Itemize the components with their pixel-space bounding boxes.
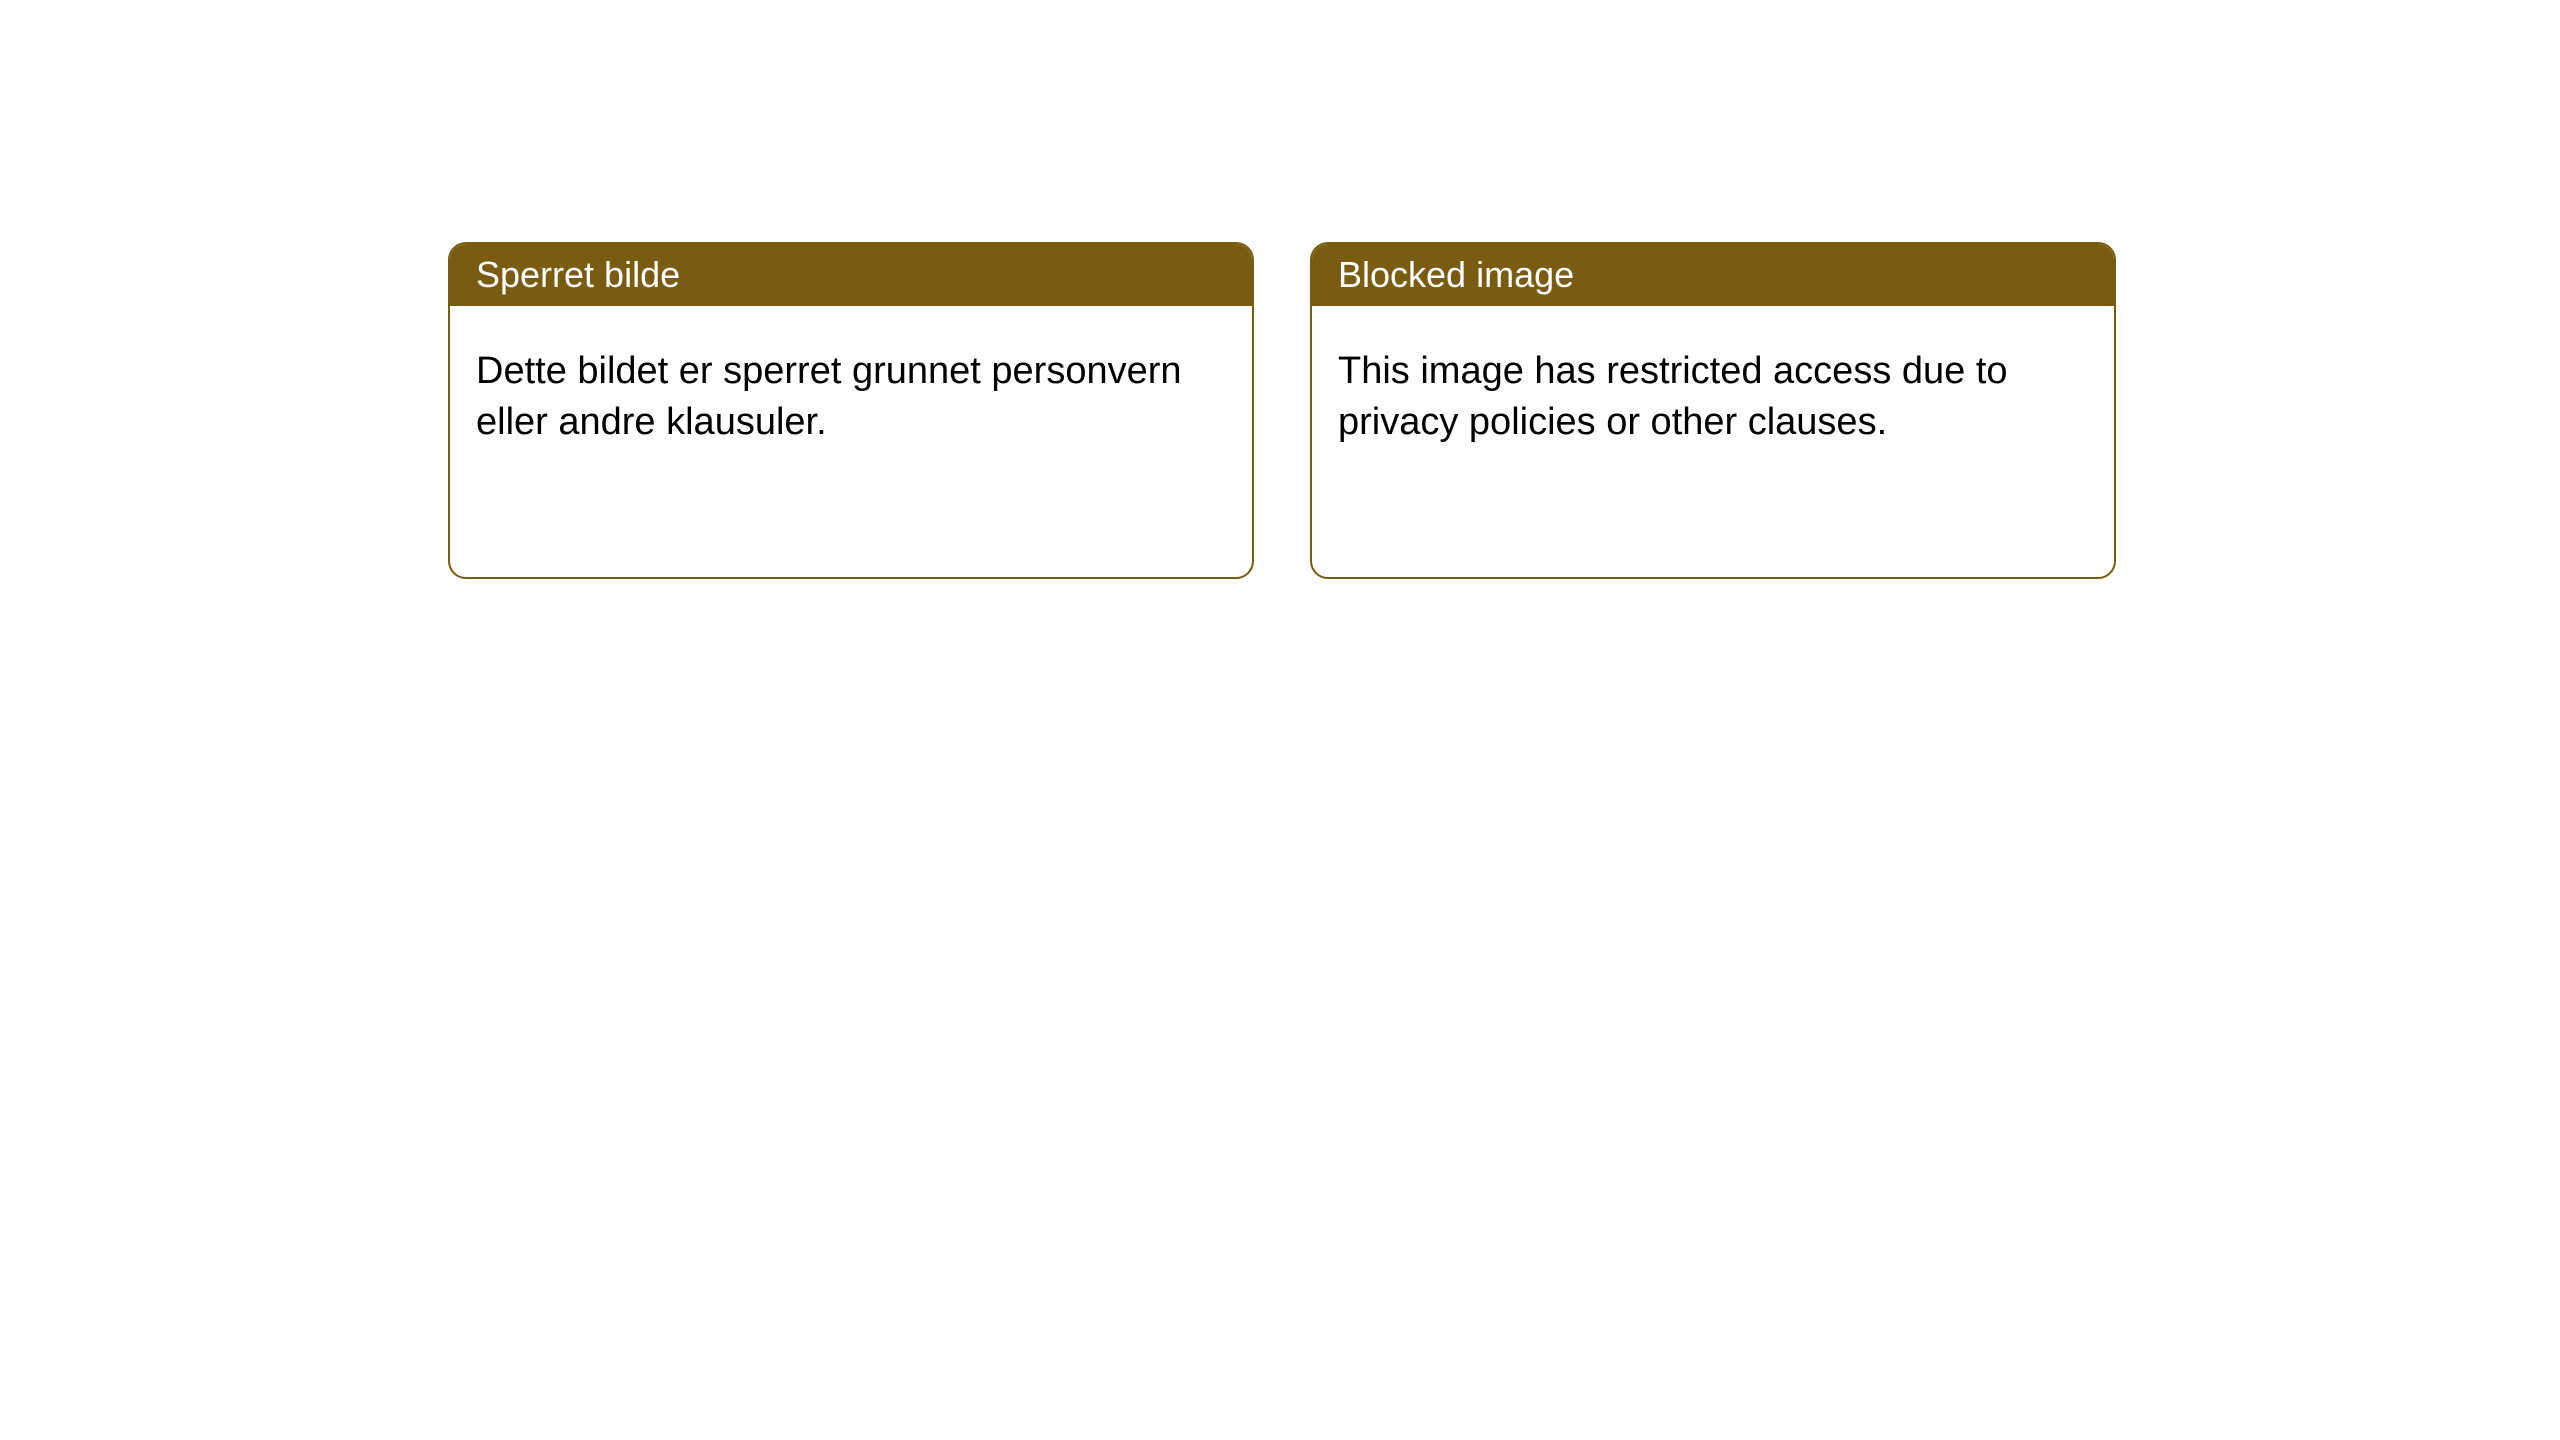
notice-body-en: This image has restricted access due to … — [1312, 306, 2114, 489]
notice-body-no: Dette bildet er sperret grunnet personve… — [450, 306, 1252, 489]
notice-card-en: Blocked image This image has restricted … — [1310, 242, 2116, 579]
notice-title-no: Sperret bilde — [450, 244, 1252, 306]
notice-title-en: Blocked image — [1312, 244, 2114, 306]
notice-container: Sperret bilde Dette bildet er sperret gr… — [0, 0, 2560, 579]
notice-card-no: Sperret bilde Dette bildet er sperret gr… — [448, 242, 1254, 579]
